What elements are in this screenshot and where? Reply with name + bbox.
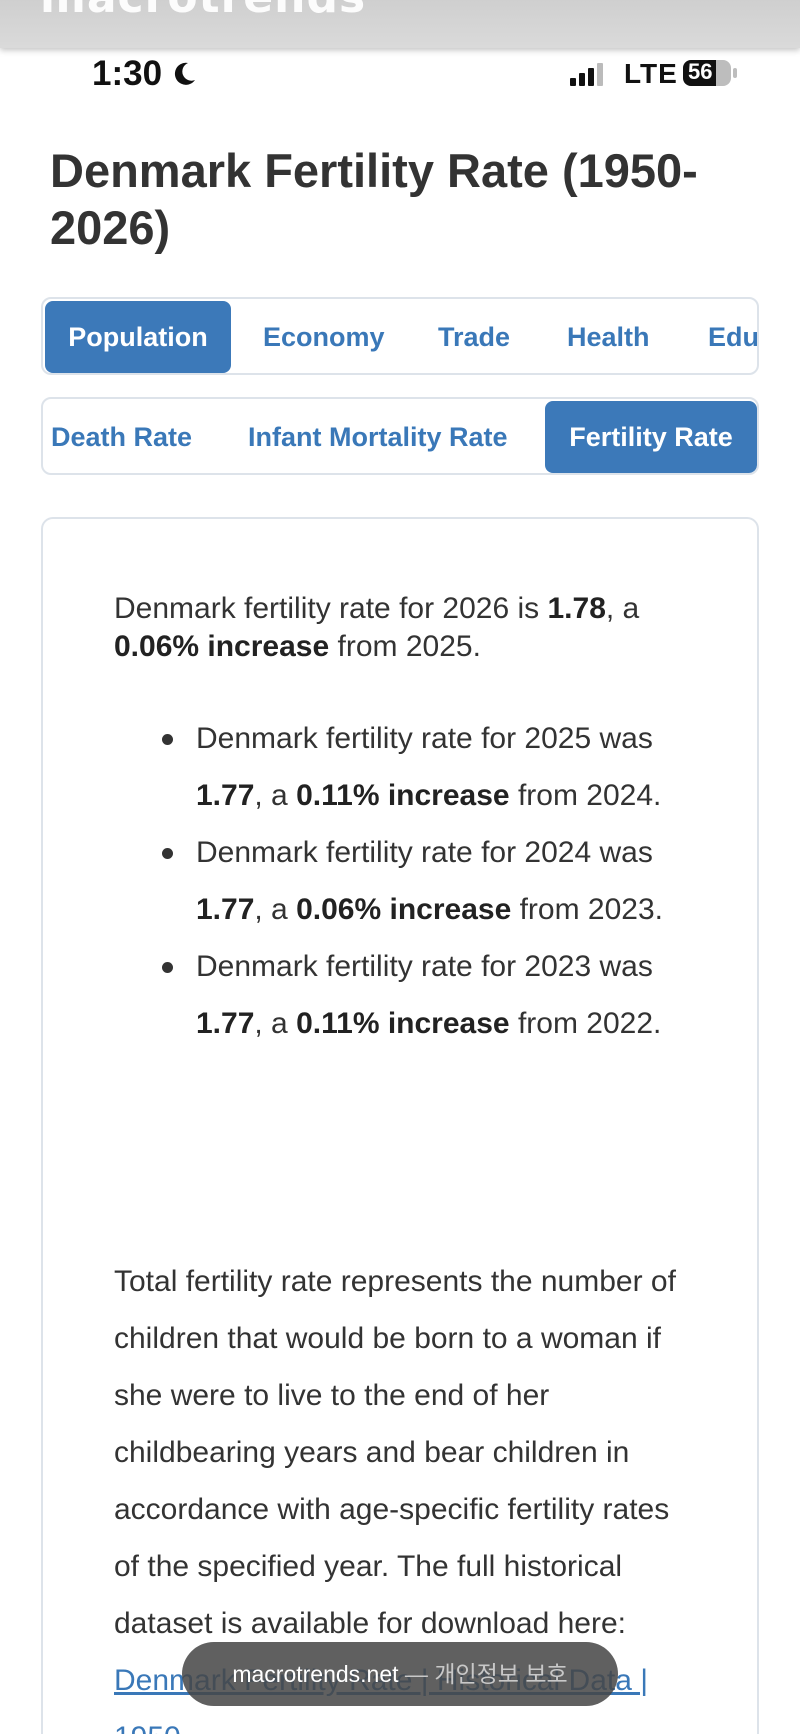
list-item: Denmark fertility rate for 2024 was 1.77…	[114, 824, 714, 938]
bullet-icon	[162, 848, 173, 859]
page-title: Denmark Fertility Rate (1950-2026)	[50, 144, 698, 254]
tab-education[interactable]: Edu	[708, 322, 759, 352]
summary-change: 0.06% increase	[114, 630, 330, 663]
toast-privacy-label: 개인정보 보호	[434, 1661, 568, 1687]
tab-economy[interactable]: Economy	[263, 322, 385, 352]
status-bar: 1:30 LTE 56	[0, 48, 800, 102]
browser-header: macrotrends	[0, 0, 800, 48]
privacy-toast[interactable]: macrotrends.net — 개인정보 보호	[182, 1642, 618, 1706]
tab-infant-mortality-rate[interactable]: Infant Mortality Rate	[248, 422, 508, 452]
tab-trade[interactable]: Trade	[438, 322, 511, 352]
tab-fertility-rate[interactable]: Fertility Rate	[545, 401, 757, 473]
summary-text: Denmark fertility rate for 2026 is 1.78,…	[114, 592, 640, 663]
bullet-icon	[162, 962, 173, 973]
description-text: Total fertility rate represents the numb…	[114, 1253, 694, 1734]
status-time: 1:30	[92, 54, 163, 93]
toast-site: macrotrends.net	[232, 1661, 399, 1687]
secondary-tabbar: Death Rate Infant Mortality Rate Fertili…	[41, 397, 759, 475]
tab-death-rate[interactable]: Death Rate	[51, 422, 193, 452]
tab-health[interactable]: Health	[567, 322, 650, 352]
summary-value: 1.78	[547, 592, 606, 625]
battery-icon	[683, 60, 737, 86]
primary-tabbar: Population Economy Trade Health Edu	[41, 297, 759, 375]
signal-icon	[570, 63, 603, 86]
list-item: Denmark fertility rate for 2025 was 1.77…	[114, 710, 714, 824]
site-logo[interactable]: macrotrends	[40, 0, 366, 23]
bullet-icon	[162, 734, 173, 745]
battery-level: 56	[688, 59, 713, 84]
toast-separator: —	[398, 1661, 435, 1687]
content-card	[41, 517, 759, 1734]
network-type: LTE	[624, 58, 678, 89]
history-list: Denmark fertility rate for 2025 was 1.77…	[114, 710, 714, 1052]
tab-population[interactable]: Population	[45, 301, 231, 373]
moon-icon	[174, 62, 195, 85]
list-item: Denmark fertility rate for 2023 was 1.77…	[114, 938, 714, 1052]
